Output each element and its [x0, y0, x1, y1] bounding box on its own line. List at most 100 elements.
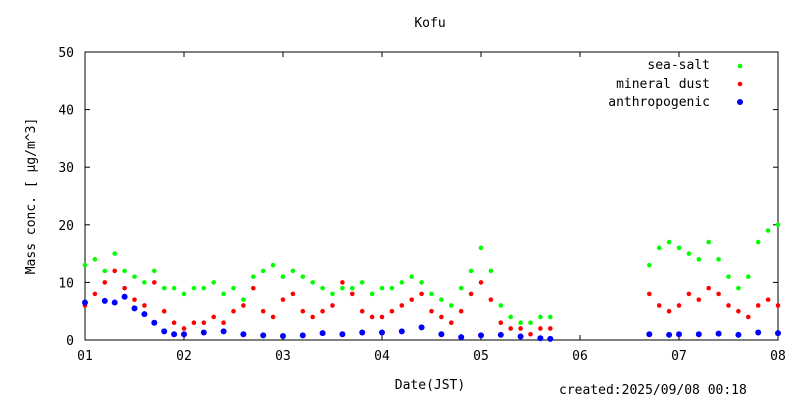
- legend-marker-sea-salt: [737, 63, 743, 69]
- data-point-anthropogenic: [171, 331, 178, 338]
- data-point-mineral-dust: [152, 280, 157, 285]
- y-tick-label: 50: [58, 46, 74, 61]
- legend-label-anthropogenic: anthropogenic: [608, 95, 710, 110]
- data-point-sea-salt: [92, 257, 98, 262]
- legend: sea-salt mineral dust anthropogenic: [608, 58, 743, 110]
- data-point-sea-salt: [340, 285, 345, 291]
- data-point-sea-salt: [498, 303, 504, 308]
- data-point-mineral-dust: [647, 291, 652, 297]
- data-point-anthropogenic: [151, 319, 158, 326]
- data-point-mineral-dust: [399, 303, 405, 308]
- data-point-mineral-dust: [736, 308, 741, 314]
- data-point-mineral-dust: [686, 291, 692, 297]
- data-point-sea-salt: [676, 245, 682, 251]
- data-point-mineral-dust: [350, 291, 355, 297]
- data-point-sea-salt: [449, 303, 454, 308]
- series-sea-salt: [82, 222, 781, 326]
- data-point-anthropogenic: [82, 299, 88, 306]
- data-point-anthropogenic: [280, 332, 286, 339]
- data-point-mineral-dust: [221, 320, 226, 326]
- data-point-mineral-dust: [478, 280, 484, 285]
- data-point-mineral-dust: [755, 303, 761, 308]
- data-point-mineral-dust: [102, 280, 108, 285]
- x-tick-label: 04: [374, 349, 390, 364]
- data-point-sea-salt: [716, 257, 721, 262]
- data-point-anthropogenic: [319, 330, 326, 337]
- data-point-mineral-dust: [518, 326, 523, 331]
- data-point-sea-salt: [310, 280, 316, 285]
- data-point-mineral-dust: [310, 314, 316, 320]
- data-point-sea-salt: [161, 285, 167, 291]
- data-point-mineral-dust: [201, 320, 207, 326]
- y-tick-label: 20: [58, 219, 74, 234]
- data-point-mineral-dust: [716, 291, 721, 297]
- series-anthropogenic: [82, 293, 781, 342]
- x-tick-label: 06: [572, 349, 588, 364]
- x-axis-label: Date(JST): [395, 378, 465, 393]
- data-point-mineral-dust: [409, 297, 415, 302]
- data-point-mineral-dust: [171, 320, 177, 326]
- data-point-mineral-dust: [656, 303, 662, 308]
- data-point-mineral-dust: [320, 308, 325, 314]
- data-point-mineral-dust: [498, 320, 504, 326]
- data-point-sea-salt: [528, 320, 533, 326]
- data-point-mineral-dust: [528, 331, 533, 337]
- data-point-sea-salt: [369, 291, 375, 297]
- data-point-anthropogenic: [497, 331, 504, 338]
- data-point-mineral-dust: [429, 308, 434, 314]
- y-axis-label: Mass conc. [ μg/m^3]: [24, 118, 39, 275]
- data-point-anthropogenic: [418, 324, 425, 331]
- data-point-mineral-dust: [449, 320, 454, 326]
- data-point-mineral-dust: [666, 308, 672, 314]
- data-point-sea-salt: [765, 228, 771, 233]
- data-point-sea-salt: [538, 314, 543, 320]
- data-point-sea-salt: [142, 280, 147, 285]
- data-point-sea-salt: [290, 268, 296, 274]
- data-point-sea-salt: [468, 268, 474, 274]
- data-point-sea-salt: [152, 268, 157, 274]
- data-point-anthropogenic: [735, 331, 742, 338]
- data-point-mineral-dust: [112, 268, 117, 274]
- data-point-sea-salt: [736, 285, 741, 291]
- data-point-mineral-dust: [330, 303, 335, 308]
- data-point-sea-salt: [647, 262, 652, 268]
- data-point-sea-salt: [508, 314, 513, 320]
- data-point-sea-salt: [181, 291, 187, 297]
- data-point-anthropogenic: [260, 332, 267, 339]
- data-point-mineral-dust: [340, 280, 345, 285]
- x-tick-label: 08: [770, 349, 786, 364]
- data-point-anthropogenic: [458, 334, 465, 341]
- data-point-anthropogenic: [676, 331, 682, 338]
- data-point-mineral-dust: [300, 308, 306, 314]
- data-point-mineral-dust: [419, 291, 424, 297]
- data-point-sea-salt: [270, 262, 276, 268]
- data-point-mineral-dust: [359, 308, 365, 314]
- data-point-mineral-dust: [290, 291, 296, 297]
- data-point-sea-salt: [409, 274, 415, 279]
- data-point-mineral-dust: [706, 285, 711, 291]
- data-point-sea-salt: [488, 268, 494, 274]
- data-point-sea-salt: [755, 239, 761, 245]
- data-point-sea-salt: [300, 274, 306, 279]
- data-point-sea-salt: [231, 285, 236, 291]
- data-point-anthropogenic: [398, 328, 405, 335]
- data-point-mineral-dust: [548, 326, 553, 331]
- y-tick-label: 30: [58, 161, 74, 176]
- data-point-anthropogenic: [438, 331, 445, 338]
- data-point-sea-salt: [389, 285, 395, 291]
- data-point-mineral-dust: [251, 285, 256, 291]
- data-point-sea-salt: [656, 245, 662, 251]
- data-point-anthropogenic: [121, 293, 128, 300]
- data-point-anthropogenic: [359, 329, 366, 336]
- data-point-mineral-dust: [260, 308, 266, 314]
- data-point-mineral-dust: [142, 303, 147, 308]
- y-tick-label: 0: [66, 334, 74, 349]
- x-tick-label: 05: [473, 349, 489, 364]
- data-point-anthropogenic: [775, 330, 781, 337]
- data-point-anthropogenic: [200, 329, 207, 336]
- data-point-mineral-dust: [458, 308, 464, 314]
- data-point-anthropogenic: [666, 331, 673, 338]
- data-point-mineral-dust: [775, 303, 781, 308]
- legend-marker-anthropogenic: [737, 99, 743, 105]
- x-tick-label: 03: [275, 349, 291, 364]
